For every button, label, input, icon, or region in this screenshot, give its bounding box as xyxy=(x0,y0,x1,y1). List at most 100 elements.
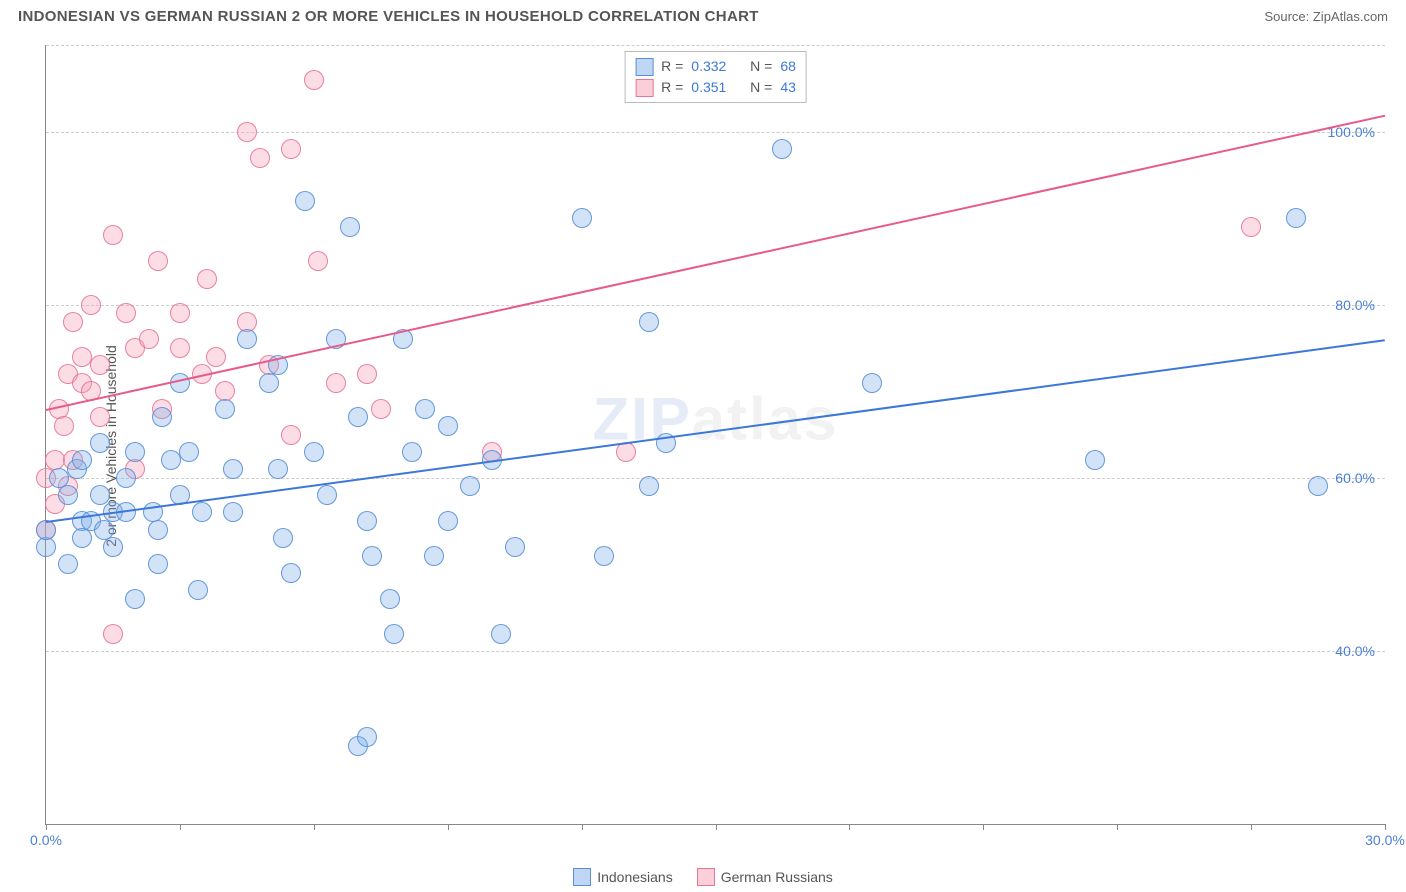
x-tick-mark xyxy=(46,824,47,830)
x-tick-mark xyxy=(983,824,984,830)
data-point xyxy=(148,251,168,271)
gridline xyxy=(46,478,1385,479)
data-point xyxy=(58,485,78,505)
data-point xyxy=(103,225,123,245)
y-tick-label: 60.0% xyxy=(1335,470,1375,486)
data-point xyxy=(90,355,110,375)
data-point xyxy=(384,624,404,644)
data-point xyxy=(139,329,159,349)
data-point xyxy=(862,373,882,393)
x-tick-mark xyxy=(1117,824,1118,830)
data-point xyxy=(402,442,422,462)
gridline xyxy=(46,651,1385,652)
chart-header: INDONESIAN VS GERMAN RUSSIAN 2 OR MORE V… xyxy=(0,0,1406,29)
data-point xyxy=(273,528,293,548)
stats-row-series1: R = 0.332 N = 68 xyxy=(635,56,796,77)
data-point xyxy=(197,269,217,289)
data-point xyxy=(371,399,391,419)
data-point xyxy=(362,546,382,566)
data-point xyxy=(572,208,592,228)
data-point xyxy=(1085,450,1105,470)
data-point xyxy=(438,416,458,436)
data-point xyxy=(259,373,279,393)
data-point xyxy=(295,191,315,211)
gridline xyxy=(46,305,1385,306)
data-point xyxy=(357,511,377,531)
data-point xyxy=(424,546,444,566)
data-point xyxy=(357,727,377,747)
y-tick-label: 80.0% xyxy=(1335,297,1375,313)
data-point xyxy=(1286,208,1306,228)
x-tick-mark xyxy=(1251,824,1252,830)
data-point xyxy=(340,217,360,237)
x-tick-mark xyxy=(849,824,850,830)
x-tick-label: 0.0% xyxy=(30,832,62,848)
data-point xyxy=(268,459,288,479)
legend-item-series1: Indonesians xyxy=(573,868,673,886)
data-point xyxy=(103,624,123,644)
data-point xyxy=(308,251,328,271)
data-point xyxy=(380,589,400,609)
data-point xyxy=(116,468,136,488)
data-point xyxy=(72,528,92,548)
data-point xyxy=(152,407,172,427)
data-point xyxy=(772,139,792,159)
legend-item-series2: German Russians xyxy=(697,868,833,886)
data-point xyxy=(438,511,458,531)
data-point xyxy=(326,373,346,393)
data-point xyxy=(58,554,78,574)
data-point xyxy=(90,407,110,427)
data-point xyxy=(1308,476,1328,496)
data-point xyxy=(36,537,56,557)
x-tick-mark xyxy=(582,824,583,830)
data-point xyxy=(281,139,301,159)
chart-title: INDONESIAN VS GERMAN RUSSIAN 2 OR MORE V… xyxy=(18,8,759,25)
x-tick-mark xyxy=(314,824,315,830)
data-point xyxy=(192,502,212,522)
data-point xyxy=(1241,217,1261,237)
data-point xyxy=(215,399,235,419)
data-point xyxy=(639,476,659,496)
data-point xyxy=(491,624,511,644)
data-point xyxy=(639,312,659,332)
data-point xyxy=(281,425,301,445)
y-tick-label: 40.0% xyxy=(1335,643,1375,659)
data-point xyxy=(237,329,257,349)
chart-plot-area: ZIPatlas R = 0.332 N = 68 R = 0.351 N = … xyxy=(45,45,1385,825)
data-point xyxy=(304,442,324,462)
data-point xyxy=(125,442,145,462)
swatch-icon xyxy=(697,868,715,886)
data-point xyxy=(81,295,101,315)
chart-source: Source: ZipAtlas.com xyxy=(1264,9,1388,24)
data-point xyxy=(72,450,92,470)
swatch-icon xyxy=(635,79,653,97)
data-point xyxy=(223,459,243,479)
data-point xyxy=(116,303,136,323)
data-point xyxy=(250,148,270,168)
data-point xyxy=(54,416,74,436)
data-point xyxy=(505,537,525,557)
data-point xyxy=(90,485,110,505)
swatch-icon xyxy=(635,58,653,76)
data-point xyxy=(103,537,123,557)
data-point xyxy=(357,364,377,384)
x-tick-mark xyxy=(1385,824,1386,830)
gridline xyxy=(46,45,1385,46)
data-point xyxy=(148,520,168,540)
correlation-stats-box: R = 0.332 N = 68 R = 0.351 N = 43 xyxy=(624,51,807,103)
x-tick-mark xyxy=(448,824,449,830)
data-point xyxy=(304,70,324,90)
data-point xyxy=(125,589,145,609)
data-point xyxy=(63,312,83,332)
data-point xyxy=(179,442,199,462)
data-point xyxy=(415,399,435,419)
x-tick-mark xyxy=(716,824,717,830)
bottom-legend: Indonesians German Russians xyxy=(0,868,1406,886)
data-point xyxy=(460,476,480,496)
x-tick-mark xyxy=(180,824,181,830)
swatch-icon xyxy=(573,868,591,886)
stats-row-series2: R = 0.351 N = 43 xyxy=(635,77,796,98)
data-point xyxy=(188,580,208,600)
data-point xyxy=(90,433,110,453)
data-point xyxy=(594,546,614,566)
